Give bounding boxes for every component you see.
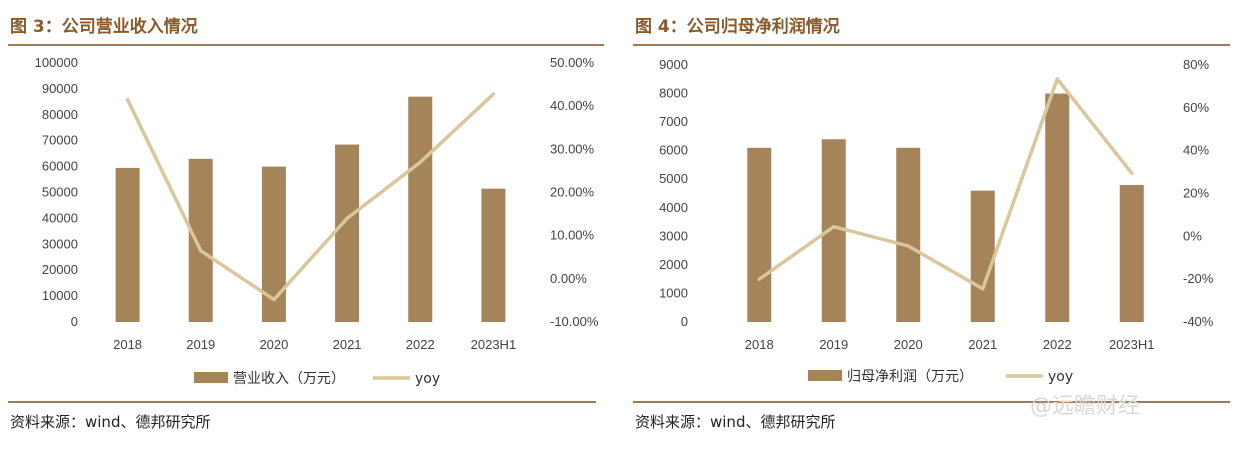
left-axis-tick: 40000 bbox=[42, 210, 78, 225]
source-note: 资料来源：wind、德邦研究所 bbox=[635, 413, 836, 431]
right-axis-tick: 0.00% bbox=[550, 271, 587, 286]
category-tick: 2018 bbox=[745, 337, 774, 352]
left-axis-tick: 2000 bbox=[659, 257, 688, 272]
right-axis-tick: 50.00% bbox=[550, 55, 595, 70]
right-axis-tick: 40.00% bbox=[550, 98, 595, 113]
category-tick: 2022 bbox=[406, 337, 435, 352]
category-tick: 2020 bbox=[894, 337, 923, 352]
source-divider bbox=[633, 401, 1230, 403]
yoy-line bbox=[757, 77, 1134, 291]
figure-title: 图 3：公司营业收入情况 bbox=[10, 17, 198, 37]
category-tick: 2018 bbox=[113, 337, 142, 352]
left-axis-tick: 5000 bbox=[659, 171, 688, 186]
category-tick: 2022 bbox=[1043, 337, 1072, 352]
net-profit-chart-panel: 图 4：公司归母净利润情况 0 1000 2000 3000 4000 5000 6000 7… bbox=[625, 0, 1242, 449]
left-axis-tick: 9000 bbox=[659, 57, 688, 72]
left-axis-tick: 50000 bbox=[42, 185, 78, 200]
source-note: 资料来源：wind、德邦研究所 bbox=[10, 413, 211, 431]
chart-legend: 营业收入（万元） yoy bbox=[194, 371, 440, 387]
left-axis-tick: 1000 bbox=[659, 285, 688, 300]
left-axis-tick: 70000 bbox=[42, 133, 78, 148]
right-axis-tick: 60% bbox=[1183, 100, 1209, 115]
source-divider bbox=[8, 401, 596, 403]
left-axis-tick: 0 bbox=[681, 314, 688, 329]
right-axis-tick: -10.00% bbox=[550, 314, 599, 329]
bar bbox=[481, 188, 506, 322]
bar bbox=[896, 147, 921, 322]
revenue-chart-panel: 图 3：公司营业收入情况 0 10000 20000 30000 40000 50000 6… bbox=[0, 0, 610, 449]
category-tick: 2021 bbox=[333, 337, 362, 352]
net-profit-chart: 0 1000 2000 3000 4000 5000 6000 7000 8000 9000 -4… bbox=[659, 57, 1214, 385]
left-axis-tick: 30000 bbox=[42, 236, 78, 251]
left-axis-tick: 3000 bbox=[659, 228, 688, 243]
left-axis-tick: 8000 bbox=[659, 86, 688, 101]
category-tick: 2020 bbox=[259, 337, 288, 352]
bar bbox=[408, 96, 433, 322]
revenue-chart: 0 10000 20000 30000 40000 50000 60000 70000 8000… bbox=[35, 55, 599, 387]
category-tick: 2023H1 bbox=[1109, 337, 1155, 352]
title-divider bbox=[633, 44, 1230, 46]
left-axis-tick: 60000 bbox=[42, 159, 78, 174]
bar bbox=[188, 158, 213, 322]
right-axis-tick: 40% bbox=[1183, 143, 1209, 158]
left-axis-tick: 0 bbox=[71, 314, 78, 329]
legend-line-label: yoy bbox=[415, 371, 440, 387]
bar bbox=[747, 147, 772, 322]
left-axis-tick: 90000 bbox=[42, 81, 78, 96]
left-axis-tick: 7000 bbox=[659, 114, 688, 129]
left-axis-tick: 4000 bbox=[659, 200, 688, 215]
right-axis-tick: 20.00% bbox=[550, 185, 595, 200]
right-axis-tick: 80% bbox=[1183, 57, 1209, 72]
category-tick: 2021 bbox=[968, 337, 997, 352]
watermark: @远瞻财经 bbox=[1030, 394, 1141, 419]
title-divider bbox=[8, 44, 604, 46]
legend-bar-swatch bbox=[808, 370, 842, 381]
category-tick: 2019 bbox=[186, 337, 215, 352]
figure-title: 图 4：公司归母净利润情况 bbox=[635, 17, 840, 37]
legend-bar-label: 归母净利润（万元） bbox=[847, 368, 973, 385]
right-axis-tick: 20% bbox=[1183, 186, 1209, 201]
bar bbox=[1119, 184, 1144, 322]
category-tick: 2019 bbox=[819, 337, 848, 352]
bar bbox=[115, 167, 140, 322]
left-axis-tick: 20000 bbox=[42, 262, 78, 277]
bar bbox=[335, 144, 360, 322]
left-axis-tick: 100000 bbox=[35, 55, 78, 70]
yoy-line bbox=[125, 92, 496, 302]
right-axis-tick: 10.00% bbox=[550, 228, 595, 243]
right-axis-tick: 30.00% bbox=[550, 141, 595, 156]
legend-bar-swatch bbox=[194, 372, 228, 383]
legend-line-label: yoy bbox=[1048, 369, 1073, 385]
bar bbox=[1045, 93, 1070, 322]
category-tick: 2023H1 bbox=[471, 337, 517, 352]
right-axis-tick: -40% bbox=[1183, 314, 1214, 329]
legend-bar-label: 营业收入（万元） bbox=[233, 371, 345, 387]
right-axis-tick: 0% bbox=[1183, 228, 1202, 243]
left-axis-tick: 80000 bbox=[42, 107, 78, 122]
right-axis-tick: -20% bbox=[1183, 271, 1214, 286]
left-axis-tick: 6000 bbox=[659, 143, 688, 158]
left-axis-tick: 10000 bbox=[42, 288, 78, 303]
chart-legend: 归母净利润（万元） yoy bbox=[808, 368, 1073, 385]
bar bbox=[970, 190, 995, 322]
